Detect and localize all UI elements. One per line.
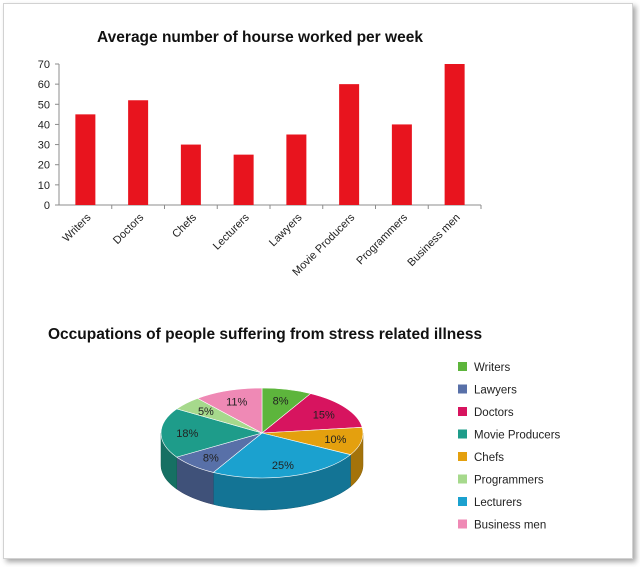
legend-swatch bbox=[458, 429, 467, 439]
bar bbox=[444, 64, 465, 205]
legend-label: Movie Producers bbox=[474, 430, 561, 442]
x-category-label: Business men bbox=[405, 212, 462, 269]
bar bbox=[233, 154, 254, 205]
bar-chart-title: Average number of hourse worked per week bbox=[97, 29, 423, 46]
bar bbox=[180, 144, 201, 205]
pie-percent-label: 5% bbox=[198, 406, 214, 418]
pie-legend: Writers Lawyers Doctors Movie Producers Chef… bbox=[458, 362, 561, 532]
pie-chart-title: Occupations of people suffering from str… bbox=[48, 326, 482, 343]
y-tick-label: 50 bbox=[38, 99, 50, 111]
bar bbox=[75, 114, 96, 205]
legend-swatch bbox=[458, 474, 467, 484]
pie-percent-label: 10% bbox=[324, 434, 346, 446]
y-tick-label: 40 bbox=[38, 119, 50, 131]
pie-percent-label: 11% bbox=[226, 397, 247, 409]
bar-chart: 0 10 20 30 40 50 60 70 Writers Doctors Chefs Lectur… bbox=[38, 59, 482, 278]
x-category-label: Writers bbox=[61, 211, 94, 244]
pie-percent-label: 25% bbox=[272, 460, 294, 472]
legend-label: Lawyers bbox=[474, 385, 517, 397]
legend-label: Writers bbox=[474, 362, 510, 374]
legend-swatch bbox=[458, 407, 467, 416]
x-category-label: Lawyers bbox=[267, 211, 305, 249]
legend-swatch bbox=[458, 497, 467, 506]
pie-chart: 8% 15% 10% 25% 8% 18%5% 11% bbox=[160, 387, 364, 511]
legend-label: Programmers bbox=[474, 475, 544, 487]
legend-swatch bbox=[458, 519, 467, 529]
pie-slice bbox=[212, 432, 352, 479]
bar bbox=[339, 84, 360, 205]
legend-label: Lecturers bbox=[474, 497, 522, 509]
x-category-label: Programmers bbox=[354, 211, 410, 267]
y-tick-label: 60 bbox=[38, 79, 50, 91]
legend-label: Business men bbox=[474, 520, 546, 532]
pie-slice bbox=[160, 408, 264, 458]
pie-slice bbox=[261, 393, 363, 434]
pie-slice bbox=[196, 387, 263, 434]
legend-label: Doctors bbox=[474, 407, 514, 419]
bar bbox=[391, 124, 412, 205]
x-category-label: Doctors bbox=[111, 211, 147, 247]
y-tick-label: 10 bbox=[38, 180, 50, 192]
pie-percent-label: 8% bbox=[203, 452, 219, 464]
y-tick-label: 0 bbox=[44, 200, 50, 212]
pie-percent-label: 18% bbox=[176, 428, 198, 440]
y-tick-label: 30 bbox=[38, 140, 50, 152]
pie-percent-label: 15% bbox=[313, 409, 335, 421]
y-tick-label: 70 bbox=[38, 59, 50, 71]
x-category-label: Lecturers bbox=[211, 211, 252, 252]
x-category-label: Chefs bbox=[170, 211, 199, 240]
y-tick-label: 20 bbox=[38, 160, 50, 172]
bar bbox=[286, 134, 307, 205]
bar bbox=[128, 100, 149, 205]
legend-swatch bbox=[458, 362, 467, 371]
pie-percent-label: 8% bbox=[273, 396, 289, 408]
legend-swatch bbox=[458, 452, 467, 461]
legend-swatch bbox=[458, 384, 467, 394]
legend-label: Chefs bbox=[474, 452, 504, 464]
